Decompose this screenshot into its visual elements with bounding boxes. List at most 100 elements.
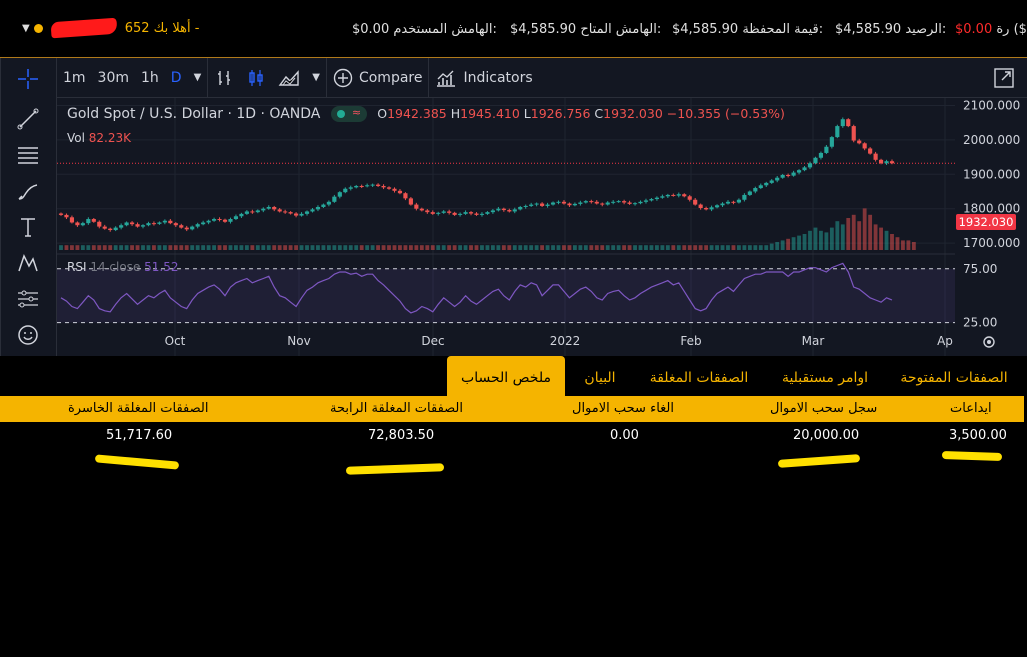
candle-body — [255, 210, 260, 213]
volume-bar — [742, 245, 747, 250]
volume-bar — [113, 245, 118, 250]
rsi-params: 14 close — [90, 260, 141, 274]
rsi-tick-label: 75.00 — [963, 262, 997, 276]
chevron-down-icon: ▼ — [193, 72, 202, 83]
candle-body — [75, 222, 80, 226]
volume-bar — [381, 245, 386, 250]
interval-d[interactable]: D — [165, 58, 188, 98]
volume-bar — [441, 245, 446, 250]
candle-body — [365, 185, 370, 187]
volume-bar — [80, 245, 85, 250]
compare-button[interactable]: Compare — [327, 58, 429, 98]
candle-body — [518, 206, 523, 210]
volume-bar — [857, 221, 862, 250]
value-winning-trades: 72,803.50 — [368, 428, 435, 443]
close-value: 1932.030 — [603, 106, 663, 121]
candle-body — [490, 210, 495, 213]
candle-body — [660, 196, 665, 198]
candle-body — [561, 201, 567, 204]
chevron-down-icon[interactable]: ▼ — [22, 22, 30, 34]
candle-body — [709, 207, 714, 210]
user-menu[interactable]: ▼ أهلا بك 652 - — [22, 17, 199, 39]
volume-bar — [146, 245, 151, 250]
candles-style-button[interactable] — [240, 58, 272, 98]
volume-bar — [173, 245, 178, 250]
fullscreen-button[interactable] — [987, 58, 1021, 98]
candle-body — [86, 219, 91, 224]
candle-body — [119, 225, 124, 228]
crosshair-icon[interactable] — [11, 64, 45, 94]
volume-bar — [589, 245, 594, 250]
price-axis[interactable]: 2100.000 2000.000 1900.000 1800.000 1700.000… — [955, 98, 1027, 356]
candle-body — [589, 201, 594, 203]
candle-body — [704, 208, 709, 210]
text-tool-icon[interactable] — [11, 212, 45, 242]
tab-account-summary[interactable]: ملخص الحساب — [447, 356, 565, 396]
interval-1m[interactable]: 1m — [57, 58, 92, 98]
chart-canvas[interactable]: Oct Nov Dec 2022 Feb Mar Ap — [57, 98, 955, 356]
candle-body — [665, 194, 670, 197]
fib-retracement-icon[interactable] — [11, 140, 45, 170]
low-label: L — [523, 106, 531, 121]
volume-bar — [633, 245, 637, 250]
volume-bar — [884, 230, 889, 250]
tab-statement[interactable]: البيان — [584, 370, 616, 386]
chart-style-dropdown[interactable]: ▼ — [306, 58, 326, 98]
candle-body — [862, 143, 867, 149]
rsi-tick-label: 25.00 — [963, 316, 997, 330]
chart-top-toolbar: 1m 30m 1h D ▼ ▼ Compare Indicators — [57, 57, 1027, 98]
candle-body — [813, 157, 818, 164]
candle-body — [233, 216, 239, 220]
tab-pending-orders[interactable]: اوامر مستقبلية — [781, 370, 869, 386]
candle-body — [222, 219, 228, 222]
volume-bar — [425, 245, 430, 250]
price-axis-canvas: 2100.000 2000.000 1900.000 1800.000 1700.000… — [963, 98, 1020, 348]
rsi-value: 51.52 — [144, 260, 179, 274]
equity: $4,585.90 قيمة المحفظة: — [672, 22, 823, 37]
volume-bar — [496, 245, 501, 250]
candle-body — [359, 185, 364, 187]
candle-body — [654, 197, 659, 200]
volume-bar — [895, 237, 900, 250]
volume-bar — [726, 245, 730, 250]
indicators-button[interactable]: Indicators — [429, 58, 538, 98]
candle-body — [113, 227, 118, 231]
volume-bar — [168, 245, 173, 250]
candle-body — [277, 209, 282, 212]
header-deposits: ايداعات — [950, 401, 992, 416]
candle-body — [747, 191, 752, 195]
highlight-mark — [777, 454, 861, 468]
rsi-line — [60, 262, 893, 314]
bars-icon — [218, 70, 231, 85]
pattern-tool-icon[interactable] — [11, 248, 45, 278]
candle-body — [261, 208, 266, 211]
area-style-button[interactable] — [272, 58, 306, 98]
y-tick-label: 1800.000 — [963, 202, 1020, 216]
volume-bar — [288, 245, 293, 250]
measure-tool-icon[interactable] — [11, 284, 45, 314]
interval-30m[interactable]: 30m — [92, 58, 135, 98]
candle-body — [616, 201, 621, 203]
interval-30m-label: 30m — [97, 69, 129, 86]
rsi-band — [57, 268, 955, 323]
interval-1h[interactable]: 1h — [135, 58, 165, 98]
tab-open-trades[interactable]: الصفقات المفتوحة — [900, 370, 1008, 386]
tab-closed-trades[interactable]: الصفقات المغلقة — [649, 370, 749, 386]
rsi-label: RSI — [67, 260, 87, 274]
candle-body — [436, 212, 441, 214]
volume-bar — [737, 245, 741, 250]
candle-body — [403, 193, 408, 199]
volume-bar — [693, 245, 698, 250]
gear-icon — [983, 336, 995, 348]
volume-bar — [840, 224, 845, 250]
interval-dropdown[interactable]: ▼ — [188, 58, 208, 98]
volume-bar — [551, 245, 555, 250]
candle-body — [567, 203, 572, 206]
bar-style-button[interactable] — [208, 58, 240, 98]
trend-line-icon[interactable] — [11, 104, 45, 134]
brush-icon[interactable] — [11, 176, 45, 206]
candle-body — [758, 185, 763, 189]
emoji-icon[interactable] — [11, 320, 45, 350]
candle-body — [878, 159, 884, 164]
price-plot[interactable]: Oct Nov Dec 2022 Feb Mar Ap Gold Spot / U.S. D… — [57, 98, 955, 356]
